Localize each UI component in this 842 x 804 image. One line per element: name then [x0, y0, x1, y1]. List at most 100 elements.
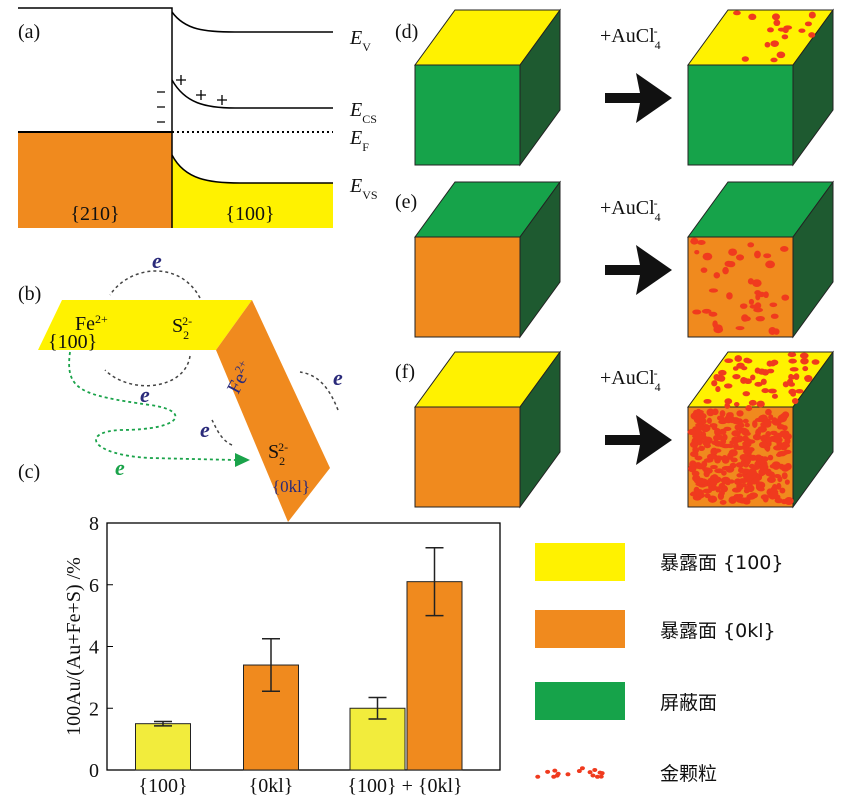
- gold-particle: [756, 316, 765, 321]
- gold-particle: [715, 386, 720, 392]
- gold-particle: [744, 432, 751, 436]
- gold-particle: [743, 316, 751, 321]
- band-label: EVS: [349, 175, 378, 202]
- reagent-label-part: 4: [655, 380, 661, 394]
- gold-particle: [703, 253, 713, 261]
- gold-particle: [805, 21, 812, 26]
- legend-label: 屏蔽面: [660, 692, 717, 714]
- legend-label: 暴露面 {100}: [660, 552, 783, 574]
- gold-particle: [767, 369, 775, 374]
- gold-particle: [770, 40, 779, 47]
- reagent-label-part: 4: [655, 210, 661, 224]
- band-label-part: V: [362, 40, 371, 54]
- gold-particle: [800, 358, 808, 365]
- band-label-part: F: [362, 140, 369, 154]
- gold-particle: [759, 463, 768, 471]
- gold-particle: [705, 493, 711, 498]
- gold-particle: [745, 359, 753, 364]
- legend-gold: [545, 770, 550, 774]
- gold-particle: [770, 58, 777, 63]
- gold-particle: [724, 358, 733, 363]
- band-label-part: VS: [362, 188, 377, 202]
- gold-particle: [792, 398, 798, 404]
- gold-particle: [716, 375, 722, 381]
- s-label-part: 2-: [182, 314, 192, 328]
- gold-particle: [765, 261, 775, 269]
- gold-particle: [753, 308, 763, 313]
- gold-particle: [725, 466, 734, 473]
- gold-particle: [755, 367, 761, 373]
- gold-particle: [691, 491, 698, 495]
- reagent-label-part: -: [654, 24, 658, 38]
- legend-gold: [535, 775, 540, 779]
- gold-particle: [777, 51, 786, 58]
- gold-particle: [694, 250, 699, 254]
- legend-gold: [590, 773, 595, 777]
- electron-label: e: [152, 248, 162, 273]
- reagent-label: +AuCl4-: [600, 366, 661, 394]
- x-tick-label: {100}: [138, 775, 187, 797]
- gold-particle: [736, 254, 744, 260]
- gold-particle: [769, 327, 777, 335]
- band-label: EV: [349, 27, 371, 54]
- gold-particle: [736, 482, 743, 490]
- cube-front: [415, 407, 520, 507]
- bar: [136, 724, 191, 770]
- reagent-label-part: 4: [655, 38, 661, 52]
- gold-particle: [712, 320, 717, 328]
- gold-particle: [745, 423, 750, 427]
- gold-particle: [745, 405, 752, 411]
- gold-particle: [701, 461, 707, 468]
- gold-particle: [732, 374, 740, 379]
- gold-particle: [696, 415, 703, 422]
- gold-particle: [800, 353, 809, 359]
- gold-particle: [715, 441, 722, 447]
- gold-particle: [788, 389, 796, 395]
- gold-particle: [761, 388, 769, 393]
- gold-particle: [772, 13, 780, 20]
- gold-particle: [765, 42, 771, 48]
- gold-particle: [777, 424, 785, 429]
- gold-particle: [771, 314, 779, 319]
- gold-particle: [736, 363, 744, 369]
- gold-particle: [788, 352, 797, 357]
- gold-particle: [731, 437, 739, 442]
- band-label-part: E: [349, 27, 362, 49]
- gold-particle: [726, 444, 734, 449]
- gold-particle: [742, 56, 749, 62]
- s-label-part: 2-: [278, 440, 288, 454]
- y-tick-label: 8: [89, 513, 99, 535]
- gold-particle: [731, 457, 738, 462]
- gold-particle: [744, 378, 752, 384]
- gold-particle: [728, 248, 737, 255]
- gold-particle: [809, 12, 816, 19]
- y-tick-label: 4: [89, 637, 99, 659]
- gold-particle: [812, 359, 820, 364]
- legend-swatch: [535, 682, 625, 720]
- gold-particle: [713, 435, 719, 441]
- cube-front: [415, 65, 520, 165]
- gold-particle: [802, 366, 808, 371]
- gold-particle: [697, 240, 706, 245]
- cube-front: [688, 65, 793, 165]
- gold-particle: [781, 295, 789, 301]
- gold-particle: [808, 32, 815, 38]
- gold-particle: [767, 27, 774, 32]
- gold-particle: [722, 485, 727, 492]
- gold-particle: [754, 461, 760, 466]
- legend-swatch: [535, 543, 625, 581]
- fe-label-part: 2+: [95, 312, 108, 326]
- band-label-part: E: [349, 175, 362, 197]
- cube-front: [415, 237, 520, 337]
- reagent-label-part: -: [654, 196, 658, 210]
- gold-particle: [722, 267, 729, 274]
- y-axis-label: 100Au/(Au+Fe+S) /%: [63, 557, 85, 736]
- gold-particle: [736, 462, 744, 468]
- reaction-arrow: [605, 415, 672, 465]
- gold-particle: [690, 441, 698, 448]
- facet-label: {100}: [48, 331, 97, 353]
- gold-particle: [769, 473, 776, 478]
- legend-gold: [595, 775, 600, 779]
- gold-particle: [743, 419, 749, 424]
- y-tick-label: 6: [89, 575, 99, 597]
